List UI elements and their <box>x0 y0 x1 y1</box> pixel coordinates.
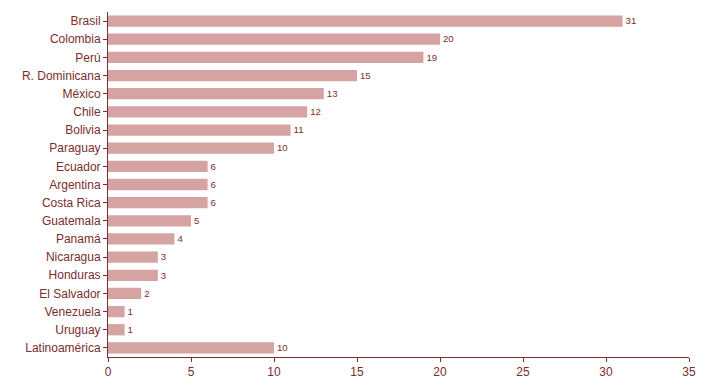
svg-text:Honduras: Honduras <box>49 268 101 282</box>
svg-text:Latinoamérica: Latinoamérica <box>25 341 101 355</box>
svg-text:11: 11 <box>294 124 304 135</box>
svg-text:Brasil: Brasil <box>71 14 101 28</box>
svg-text:Guatemala: Guatemala <box>42 214 101 228</box>
svg-text:13: 13 <box>327 88 338 99</box>
svg-text:Nicaragua: Nicaragua <box>46 250 101 264</box>
svg-text:12: 12 <box>310 106 321 117</box>
svg-text:6: 6 <box>211 161 216 172</box>
svg-text:3: 3 <box>161 251 166 262</box>
svg-text:México: México <box>63 87 101 101</box>
svg-text:1: 1 <box>128 324 133 335</box>
svg-text:0: 0 <box>105 365 112 379</box>
svg-text:6: 6 <box>211 179 216 190</box>
svg-text:Paraguay: Paraguay <box>49 141 100 155</box>
svg-text:Perú: Perú <box>75 51 100 65</box>
svg-text:25: 25 <box>516 365 530 379</box>
svg-text:Uruguay: Uruguay <box>55 323 100 337</box>
svg-text:4: 4 <box>177 233 183 244</box>
svg-text:10: 10 <box>277 142 288 153</box>
svg-text:R. Dominicana: R. Dominicana <box>22 69 101 83</box>
svg-text:6: 6 <box>211 197 216 208</box>
svg-text:Venezuela: Venezuela <box>45 305 101 319</box>
svg-text:Argentina: Argentina <box>49 178 101 192</box>
svg-text:20: 20 <box>443 33 454 44</box>
svg-text:15: 15 <box>350 365 364 379</box>
svg-text:Costa Rica: Costa Rica <box>42 196 101 210</box>
svg-text:15: 15 <box>360 70 371 81</box>
svg-text:20: 20 <box>433 365 447 379</box>
svg-text:3: 3 <box>161 270 166 281</box>
svg-text:El Salvador: El Salvador <box>39 287 100 301</box>
svg-text:30: 30 <box>599 365 613 379</box>
svg-text:31: 31 <box>626 15 637 26</box>
svg-text:Panamá: Panamá <box>56 232 101 246</box>
svg-text:Ecuador: Ecuador <box>56 160 101 174</box>
svg-text:5: 5 <box>188 365 195 379</box>
svg-text:Chile: Chile <box>73 105 101 119</box>
svg-text:10: 10 <box>277 342 288 353</box>
svg-text:Bolivia: Bolivia <box>65 123 101 137</box>
svg-text:10: 10 <box>267 365 281 379</box>
svg-text:5: 5 <box>194 215 199 226</box>
svg-text:35: 35 <box>682 365 696 379</box>
svg-text:1: 1 <box>128 306 133 317</box>
svg-text:Colombia: Colombia <box>50 32 101 46</box>
svg-text:19: 19 <box>426 52 437 63</box>
svg-text:2: 2 <box>144 288 149 299</box>
